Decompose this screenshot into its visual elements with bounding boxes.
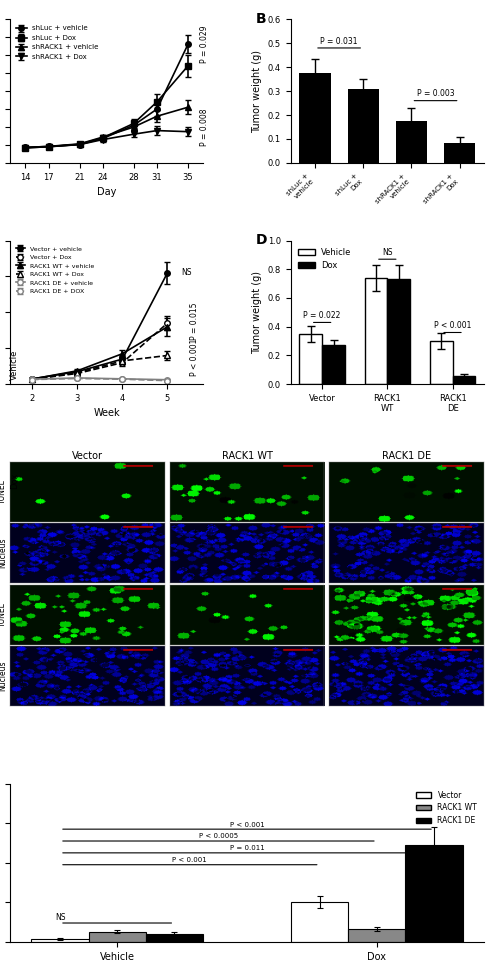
Text: P < 0.001: P < 0.001: [434, 321, 471, 331]
Title: Vector: Vector: [72, 451, 103, 461]
Legend: Vector + vehicle, Vector + Dox, RACK1 WT + vehicle, RACK1 WT + Dox, RACK1 DE + v: Vector + vehicle, Vector + Dox, RACK1 WT…: [13, 244, 97, 297]
Text: Dox: Dox: [10, 472, 19, 489]
Bar: [396, 121, 427, 163]
Legend: Vector, RACK1 WT, RACK1 DE: Vector, RACK1 WT, RACK1 DE: [413, 787, 480, 828]
Title: RACK1 WT: RACK1 WT: [222, 451, 272, 461]
Text: P = 0.015: P = 0.015: [190, 303, 199, 340]
Y-axis label: Nucleus: Nucleus: [0, 538, 7, 569]
Y-axis label: Tumor weight (g): Tumor weight (g): [252, 50, 262, 133]
Bar: [406, 845, 462, 942]
Text: P < 0.001: P < 0.001: [190, 338, 199, 376]
Text: B: B: [256, 12, 266, 26]
Bar: [146, 934, 203, 942]
Bar: [322, 345, 345, 384]
Text: D: D: [256, 234, 267, 247]
Text: NS: NS: [181, 268, 192, 278]
Legend: shLuc + vehicle, shLuc + Dox, shRACK1 + vehicle, shRACK1 + Dox: shLuc + vehicle, shLuc + Dox, shRACK1 + …: [13, 23, 101, 62]
Text: NS: NS: [382, 248, 393, 257]
Text: P = 0.008: P = 0.008: [200, 109, 208, 146]
Bar: [387, 280, 410, 384]
X-axis label: Day: Day: [97, 187, 117, 197]
X-axis label: Week: Week: [93, 408, 120, 418]
Bar: [291, 902, 348, 942]
Text: P = 0.031: P = 0.031: [321, 37, 358, 45]
Y-axis label: TUNEL: TUNEL: [0, 480, 7, 505]
Bar: [299, 73, 330, 163]
Bar: [299, 333, 322, 384]
Text: P < 0.0005: P < 0.0005: [199, 833, 238, 839]
Bar: [444, 142, 475, 163]
Y-axis label: TUNEL: TUNEL: [0, 603, 7, 628]
Y-axis label: Tumor weight (g): Tumor weight (g): [252, 271, 262, 354]
Text: Vehicle: Vehicle: [10, 350, 19, 381]
Bar: [365, 278, 387, 384]
Bar: [348, 88, 379, 163]
Text: P < 0.001: P < 0.001: [172, 857, 207, 863]
Legend: Vehicle, Dox: Vehicle, Dox: [295, 245, 355, 274]
Bar: [453, 377, 475, 384]
Bar: [32, 939, 88, 942]
Bar: [348, 929, 406, 942]
Text: P = 0.022: P = 0.022: [303, 311, 341, 320]
Y-axis label: Nucleus: Nucleus: [0, 661, 7, 692]
Text: P = 0.029: P = 0.029: [200, 26, 208, 63]
Text: NS: NS: [55, 913, 65, 922]
Bar: [88, 932, 146, 942]
Text: P < 0.001: P < 0.001: [230, 822, 264, 827]
Text: P = 0.003: P = 0.003: [417, 89, 454, 98]
Title: RACK1 DE: RACK1 DE: [382, 451, 431, 461]
Bar: [430, 341, 453, 384]
Text: P = 0.011: P = 0.011: [230, 846, 264, 851]
